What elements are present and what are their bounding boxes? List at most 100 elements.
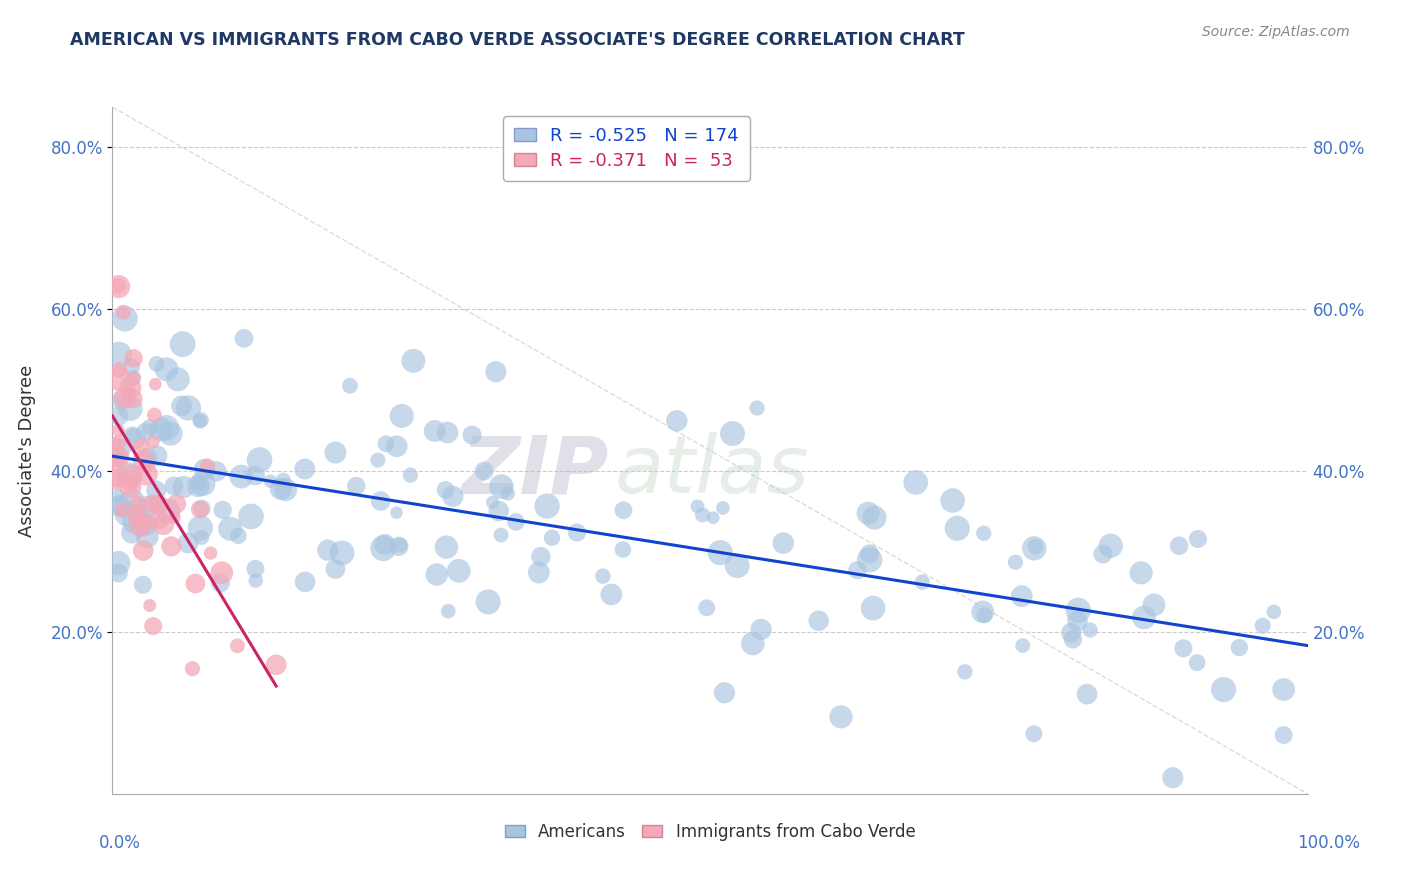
Point	[132, 543, 155, 558]
Point	[1091, 547, 1114, 561]
Point	[344, 479, 367, 493]
Point	[155, 421, 177, 435]
Point	[330, 546, 353, 560]
Point	[132, 578, 155, 592]
Point	[111, 441, 134, 455]
Point	[1143, 598, 1166, 612]
Point	[686, 500, 709, 514]
Point	[612, 542, 634, 557]
Point	[370, 494, 392, 508]
Point	[139, 599, 162, 613]
Point	[163, 479, 186, 493]
Point	[745, 401, 768, 415]
Point	[725, 558, 748, 573]
Point	[749, 623, 772, 637]
Point	[129, 440, 152, 454]
Point	[1251, 618, 1274, 632]
Point	[107, 500, 129, 514]
Point	[249, 453, 271, 467]
Point	[166, 372, 188, 386]
Point	[721, 426, 744, 441]
Point	[233, 331, 256, 345]
Point	[107, 279, 129, 293]
Point	[107, 423, 129, 437]
Point	[121, 494, 143, 508]
Point	[489, 528, 512, 542]
Point	[485, 365, 508, 379]
Point	[190, 531, 212, 545]
Point	[108, 363, 131, 377]
Point	[1272, 728, 1295, 742]
Point	[274, 483, 297, 497]
Point	[702, 510, 724, 524]
Point	[259, 475, 281, 489]
Point	[399, 468, 422, 483]
Point	[505, 515, 527, 529]
Point	[325, 562, 347, 576]
Point	[190, 413, 212, 427]
Point	[115, 507, 138, 521]
Point	[110, 393, 132, 408]
Point	[271, 473, 294, 487]
Point	[170, 399, 193, 413]
Point	[1227, 640, 1250, 655]
Point	[188, 502, 211, 516]
Point	[118, 467, 141, 481]
Point	[136, 500, 159, 514]
Point	[122, 371, 145, 385]
Point	[441, 489, 464, 503]
Point	[135, 467, 157, 481]
Point	[1067, 603, 1090, 617]
Point	[536, 499, 558, 513]
Point	[187, 479, 209, 493]
Text: 100.0%: 100.0%	[1298, 834, 1360, 852]
Point	[434, 483, 457, 497]
Point	[846, 563, 869, 577]
Text: 0.0%: 0.0%	[98, 834, 141, 852]
Point	[129, 505, 152, 519]
Point	[118, 383, 141, 397]
Point	[612, 503, 634, 517]
Point	[325, 445, 347, 459]
Point	[1173, 641, 1195, 656]
Point	[711, 500, 734, 515]
Point	[231, 469, 253, 483]
Point	[1272, 682, 1295, 697]
Point	[1024, 540, 1046, 554]
Point	[239, 509, 262, 524]
Point	[125, 508, 148, 522]
Point	[713, 686, 735, 700]
Point	[904, 475, 927, 490]
Point	[107, 556, 129, 570]
Point	[134, 425, 156, 439]
Point	[121, 359, 143, 374]
Point	[426, 567, 449, 582]
Point	[108, 435, 131, 450]
Point	[191, 501, 214, 516]
Point	[107, 566, 129, 580]
Point	[488, 504, 510, 518]
Point	[172, 337, 194, 351]
Point	[188, 414, 211, 428]
Point	[120, 480, 142, 494]
Point	[142, 434, 165, 449]
Point	[197, 458, 219, 473]
Point	[953, 665, 976, 679]
Point	[122, 371, 145, 385]
Point	[104, 456, 127, 470]
Point	[1161, 771, 1184, 785]
Point	[152, 517, 174, 532]
Point	[131, 515, 153, 529]
Point	[1187, 532, 1209, 546]
Point	[142, 619, 165, 633]
Text: ZIP: ZIP	[461, 432, 609, 510]
Point	[472, 464, 495, 478]
Point	[226, 639, 249, 653]
Point	[972, 605, 994, 619]
Point	[173, 480, 195, 494]
Point	[111, 503, 134, 517]
Point	[209, 576, 232, 591]
Point	[146, 449, 169, 463]
Point	[143, 408, 166, 422]
Point	[741, 636, 763, 650]
